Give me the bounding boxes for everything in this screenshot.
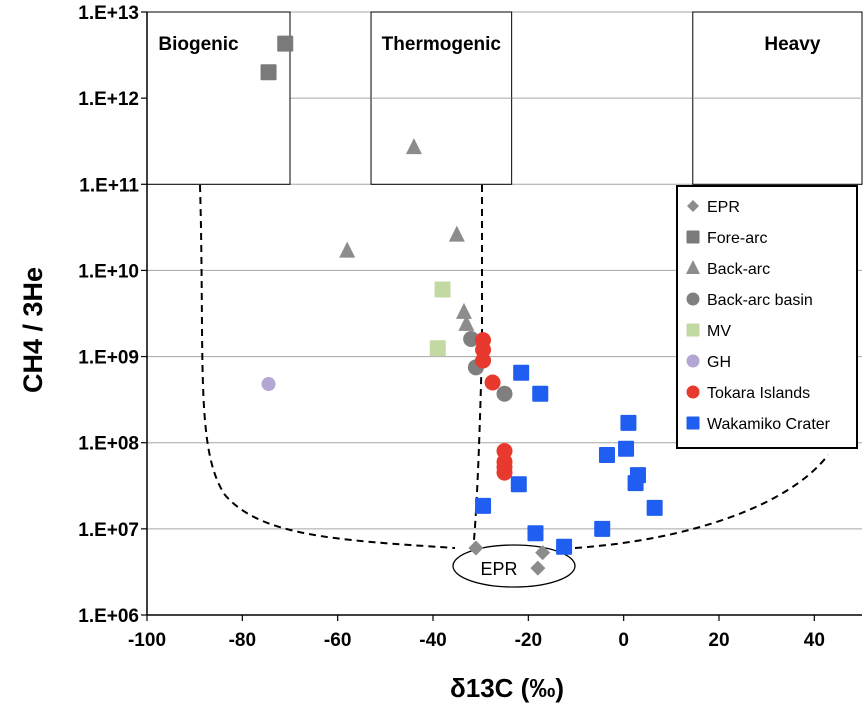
legend-marker bbox=[686, 416, 700, 430]
x-tick-label: -60 bbox=[324, 630, 351, 651]
legend-marker bbox=[686, 260, 700, 274]
y-tick-label: 1.E+07 bbox=[78, 520, 139, 541]
data-point bbox=[496, 385, 513, 402]
x-tick-label: 20 bbox=[708, 630, 729, 651]
x-tick-label: -20 bbox=[515, 630, 542, 651]
data-point bbox=[448, 225, 465, 242]
legend-marker bbox=[687, 200, 699, 212]
region-label: Thermogenic bbox=[382, 34, 502, 55]
data-point bbox=[510, 476, 527, 493]
legend-label: Wakamiko Crater bbox=[707, 416, 831, 433]
region-label: Heavy bbox=[764, 34, 820, 55]
region-layer: Biogenic Thermogenic Heavy bbox=[146, 11, 863, 185]
data-point bbox=[429, 340, 446, 357]
data-point bbox=[527, 525, 544, 542]
data-point bbox=[455, 302, 472, 319]
data-point bbox=[556, 538, 573, 555]
region-box bbox=[146, 11, 291, 185]
x-tick-label: 40 bbox=[804, 630, 825, 651]
legend-label: Back-arc bbox=[707, 261, 770, 278]
legend-label: EPR bbox=[707, 199, 740, 216]
legend-label: Fore-arc bbox=[707, 230, 767, 247]
region-label: Biogenic bbox=[158, 34, 239, 55]
data-point bbox=[339, 241, 356, 258]
x-axis-title: δ13C (‰) bbox=[450, 673, 564, 703]
epr-annotation: EPR bbox=[480, 559, 517, 579]
y-tick-label: 1.E+08 bbox=[78, 434, 139, 455]
data-point bbox=[618, 440, 635, 457]
data-point bbox=[532, 385, 549, 402]
x-tick-label: 0 bbox=[618, 630, 629, 651]
data-point bbox=[594, 520, 611, 537]
y-tick-label: 1.E+09 bbox=[78, 348, 139, 369]
y-tick-label: 1.E+10 bbox=[78, 261, 139, 282]
legend-label: Back-arc basin bbox=[707, 292, 813, 309]
legend-label: Tokara Islands bbox=[707, 385, 810, 402]
data-point bbox=[530, 560, 546, 576]
y-tick-label: 1.E+06 bbox=[78, 606, 139, 627]
data-point bbox=[496, 464, 513, 481]
legend-marker bbox=[686, 323, 700, 337]
x-tick-label: -80 bbox=[229, 630, 256, 651]
x-tick-label: -100 bbox=[128, 630, 166, 651]
point-layer bbox=[260, 35, 663, 576]
data-point bbox=[535, 545, 551, 561]
legend-marker bbox=[686, 385, 700, 399]
data-point bbox=[405, 138, 422, 155]
data-point bbox=[620, 414, 637, 431]
data-point bbox=[513, 364, 530, 381]
legend-label: MV bbox=[707, 323, 731, 340]
legend-marker bbox=[686, 230, 700, 244]
data-point bbox=[463, 330, 480, 347]
data-point bbox=[475, 352, 492, 369]
data-point bbox=[260, 64, 277, 81]
legend-layer: EPR Fore-arc Back-arc Back-arc basin MV GH Tok… bbox=[676, 185, 858, 449]
data-point bbox=[468, 540, 484, 556]
data-point bbox=[458, 314, 475, 331]
data-point bbox=[484, 374, 501, 391]
legend-box bbox=[676, 185, 858, 449]
data-point bbox=[598, 447, 615, 464]
y-tick-label: 1.E+12 bbox=[78, 89, 139, 110]
legend-marker bbox=[686, 292, 700, 306]
biogenic-boundary bbox=[199, 184, 456, 549]
y-axis-title: CH4 / 3He bbox=[18, 267, 48, 393]
legend-label: GH bbox=[707, 354, 731, 371]
data-point bbox=[475, 497, 492, 514]
data-point bbox=[434, 281, 451, 298]
heavy-boundary bbox=[574, 454, 829, 549]
y-tick-label: 1.E+11 bbox=[79, 175, 139, 196]
legend-marker bbox=[686, 354, 700, 368]
y-tick-label: 1.E+13 bbox=[78, 3, 139, 24]
data-point bbox=[261, 377, 276, 392]
data-point bbox=[646, 499, 663, 516]
axis-layer: 1.E+06 1.E+07 1.E+08 1.E+09 1.E+10 1.E+11 1.E+… bbox=[18, 3, 862, 703]
data-point bbox=[277, 35, 294, 52]
data-point bbox=[627, 475, 644, 492]
x-tick-label: -40 bbox=[419, 630, 446, 651]
